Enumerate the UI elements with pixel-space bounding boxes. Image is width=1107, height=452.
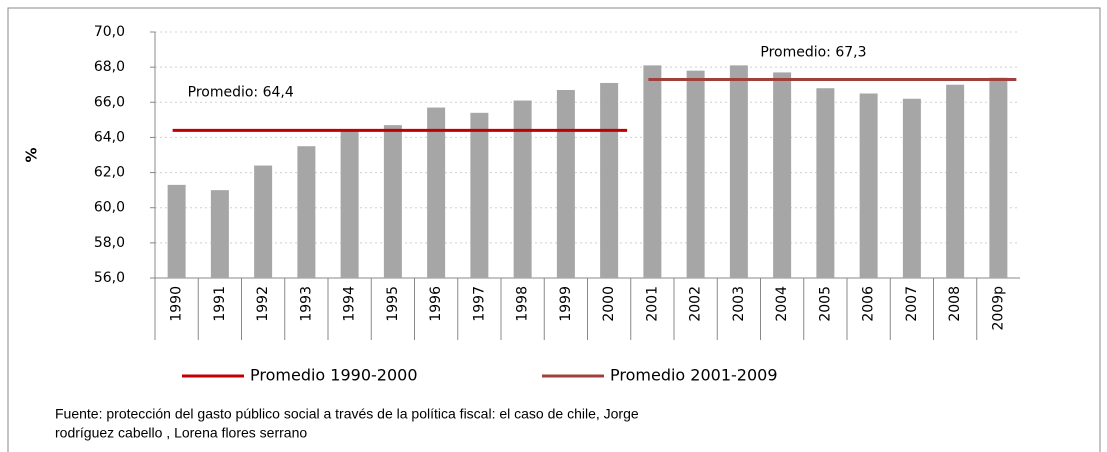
bar xyxy=(167,184,186,278)
bar xyxy=(643,65,662,278)
bar xyxy=(210,190,229,278)
y-axis-label: % xyxy=(23,147,41,162)
bar xyxy=(340,130,359,278)
x-tick-label: 2003 xyxy=(731,286,747,322)
x-tick-label: 1990 xyxy=(169,286,185,322)
bar xyxy=(729,65,748,278)
y-tick-label: 58,0 xyxy=(94,235,125,251)
bar xyxy=(427,107,446,278)
x-tick-label: 1998 xyxy=(515,286,531,322)
x-tick-label: 1999 xyxy=(558,286,574,322)
x-tick-label: 2005 xyxy=(817,286,833,322)
y-tick-label: 68,0 xyxy=(94,59,125,75)
y-tick-label: 66,0 xyxy=(94,94,125,110)
y-tick-label: 62,0 xyxy=(94,165,125,181)
bar xyxy=(946,84,965,278)
y-tick-label: 60,0 xyxy=(94,200,125,216)
source-note: rodríguez cabello , Lorena flores serran… xyxy=(55,425,307,441)
y-tick-label: 64,0 xyxy=(94,129,125,145)
x-tick-label: 2008 xyxy=(947,286,963,322)
x-tick-label: 1997 xyxy=(471,286,487,322)
average-label: Promedio: 67,3 xyxy=(760,44,866,60)
x-tick-label: 2002 xyxy=(688,286,704,322)
x-tick-label: 2007 xyxy=(904,286,920,322)
legend-label: Promedio 2001-2009 xyxy=(610,366,778,385)
bar xyxy=(773,72,792,279)
x-tick-label: 2006 xyxy=(861,286,877,322)
bar xyxy=(989,77,1008,278)
x-tick-label: 2001 xyxy=(644,286,660,322)
bar xyxy=(816,88,835,278)
bar xyxy=(902,98,921,279)
bar xyxy=(297,146,316,278)
x-tick-label: 2004 xyxy=(774,286,790,322)
bar xyxy=(686,70,705,279)
x-tick-label: 1991 xyxy=(212,286,228,322)
bar xyxy=(556,89,575,278)
frame xyxy=(7,7,1101,452)
x-tick-label: 1996 xyxy=(428,286,444,322)
bar xyxy=(600,82,619,278)
legend-label: Promedio 1990-2000 xyxy=(250,366,418,385)
y-tick-label: 70,0 xyxy=(94,24,125,40)
x-tick-label: 1994 xyxy=(342,286,358,322)
bar xyxy=(470,112,489,278)
x-tick-label: 2000 xyxy=(601,286,617,322)
y-tick-label: 56,0 xyxy=(94,270,125,286)
x-tick-label: 1993 xyxy=(298,286,314,322)
x-tick-label: 1995 xyxy=(385,286,401,322)
bar xyxy=(383,125,402,278)
x-tick-label: 2009p xyxy=(990,286,1006,331)
x-tick-label: 1992 xyxy=(255,286,271,322)
bar xyxy=(254,165,273,278)
bar xyxy=(513,100,532,279)
source-note: Fuente: protección del gasto público soc… xyxy=(55,406,639,422)
average-label: Promedio: 64,4 xyxy=(188,84,294,100)
bar xyxy=(859,93,878,278)
